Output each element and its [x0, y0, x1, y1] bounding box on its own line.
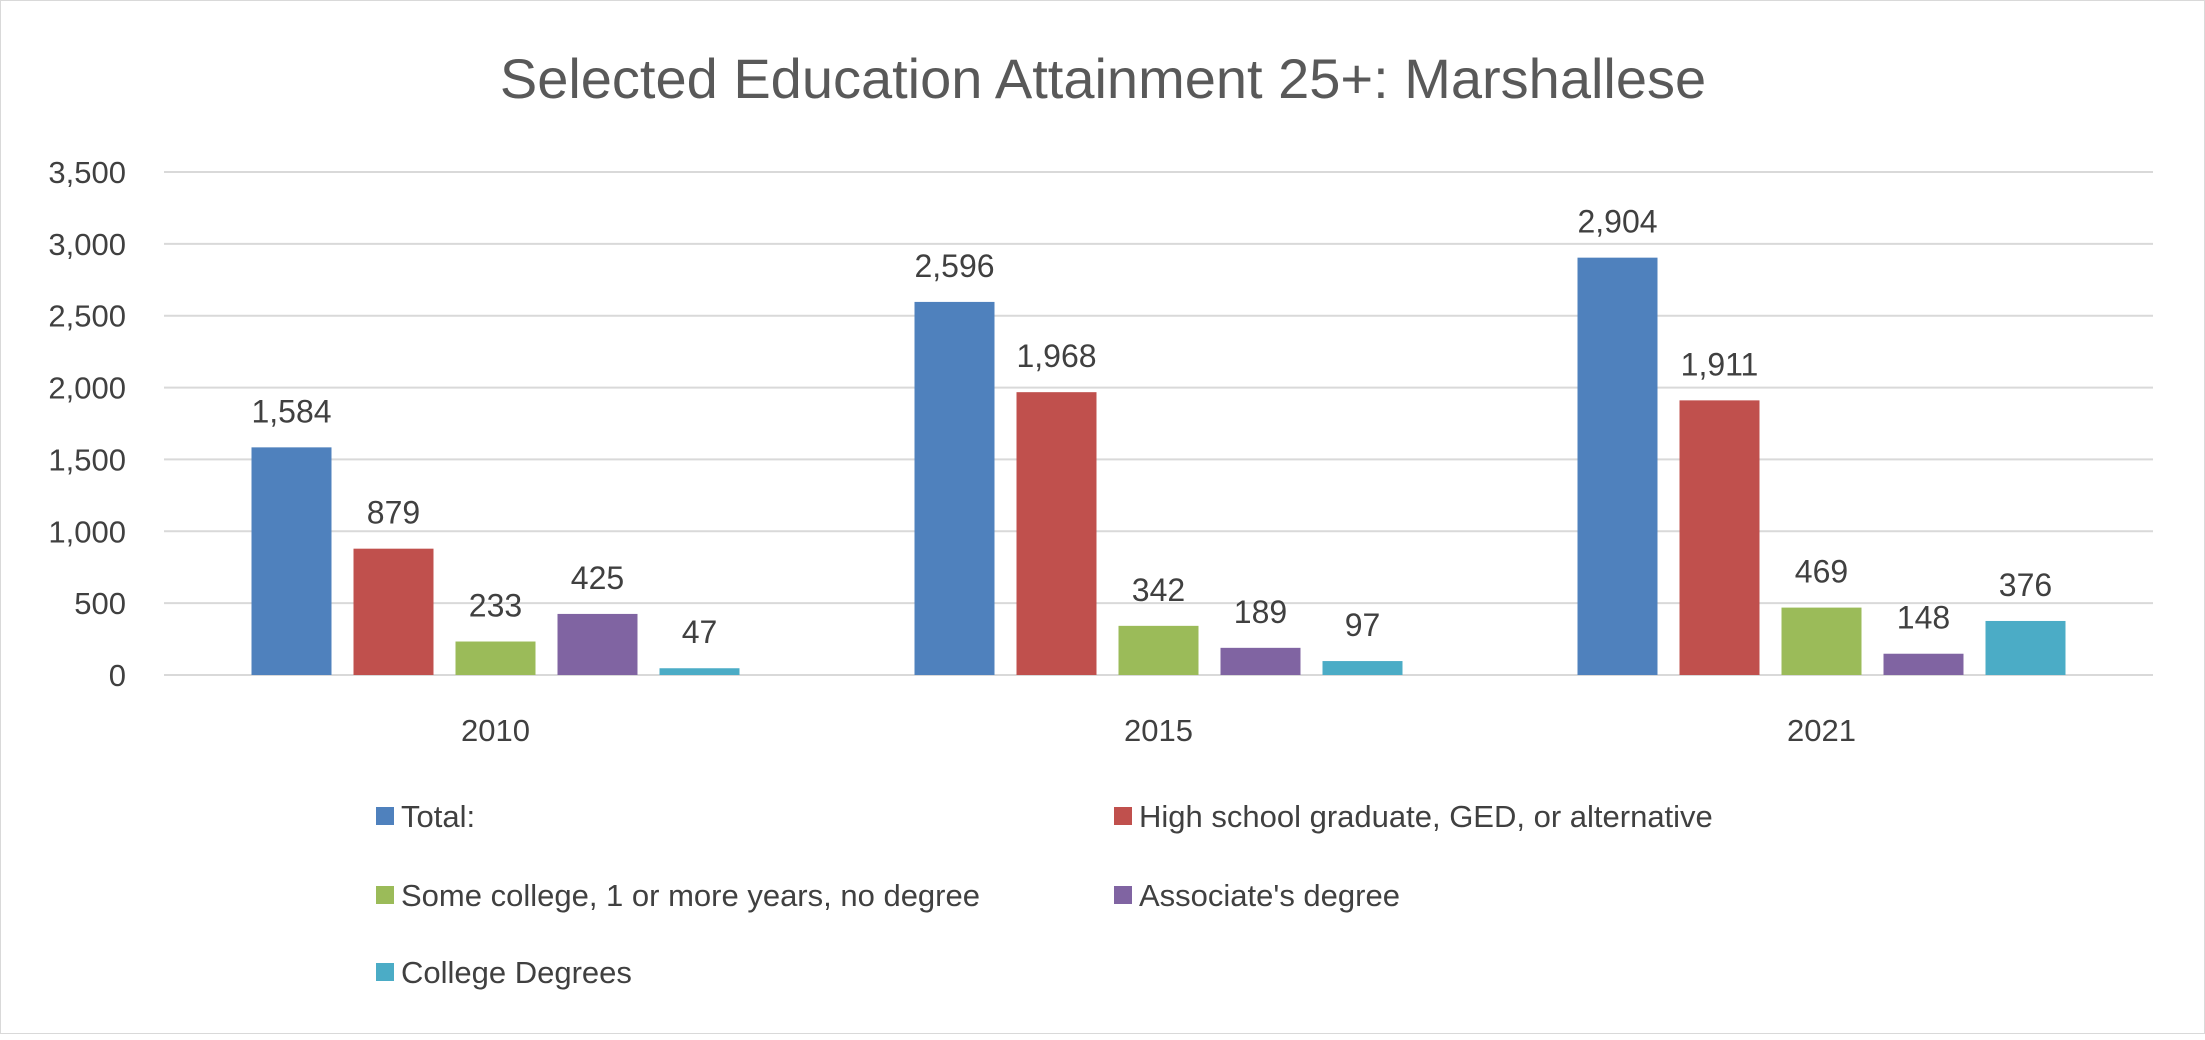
legend-swatch: [1114, 807, 1132, 825]
y-tick-label: 0: [109, 658, 126, 693]
data-label: 47: [682, 614, 718, 650]
legend-label: Some college, 1 or more years, no degree: [401, 878, 980, 913]
y-tick-label: 500: [74, 586, 126, 621]
legend-label: Associate's degree: [1139, 878, 1400, 913]
bar: [914, 301, 995, 675]
bar: [1577, 257, 1658, 675]
data-label: 1,584: [251, 393, 331, 429]
legend-label: Total:: [401, 799, 475, 834]
y-tick-label: 3,500: [48, 155, 126, 190]
bar: [1781, 607, 1862, 675]
y-tick-label: 1,000: [48, 514, 126, 549]
bar: [1322, 661, 1403, 675]
bar: [1118, 625, 1199, 675]
data-label: 97: [1345, 607, 1381, 643]
data-label: 189: [1234, 594, 1287, 630]
legend-swatch: [1114, 886, 1132, 904]
data-label: 2,904: [1577, 204, 1657, 240]
legend-swatch: [376, 807, 394, 825]
data-label: 233: [469, 588, 522, 624]
data-label: 148: [1897, 600, 1950, 636]
bar: [1220, 647, 1301, 675]
bar: [251, 447, 332, 675]
legend-label: High school graduate, GED, or alternativ…: [1139, 799, 1713, 834]
data-label: 469: [1795, 554, 1848, 590]
data-label: 2,596: [914, 248, 994, 284]
y-tick-label: 1,500: [48, 442, 126, 477]
data-label: 376: [1999, 567, 2052, 603]
bar: [353, 548, 434, 675]
data-label: 342: [1132, 572, 1185, 608]
x-tick-label: 2015: [1124, 713, 1193, 748]
chart-title: Selected Education Attainment 25+: Marsh…: [500, 47, 1706, 110]
bar: [557, 613, 638, 675]
bar: [455, 641, 536, 675]
legend-label: College Degrees: [401, 955, 632, 990]
data-label: 1,911: [1681, 346, 1759, 382]
y-tick-label: 3,000: [48, 227, 126, 262]
y-tick-label: 2,500: [48, 299, 126, 334]
y-tick-label: 2,000: [48, 371, 126, 406]
x-tick-label: 2010: [461, 713, 530, 748]
bar: [1985, 620, 2066, 675]
data-label: 879: [367, 495, 420, 531]
bar: [1883, 653, 1964, 675]
legend-swatch: [376, 886, 394, 904]
bar: [1679, 400, 1760, 675]
bar: [1016, 392, 1097, 675]
data-label: 425: [571, 560, 624, 596]
x-tick-label: 2021: [1787, 713, 1856, 748]
bar: [659, 668, 740, 675]
data-label: 1,968: [1016, 338, 1096, 374]
legend-swatch: [376, 963, 394, 981]
